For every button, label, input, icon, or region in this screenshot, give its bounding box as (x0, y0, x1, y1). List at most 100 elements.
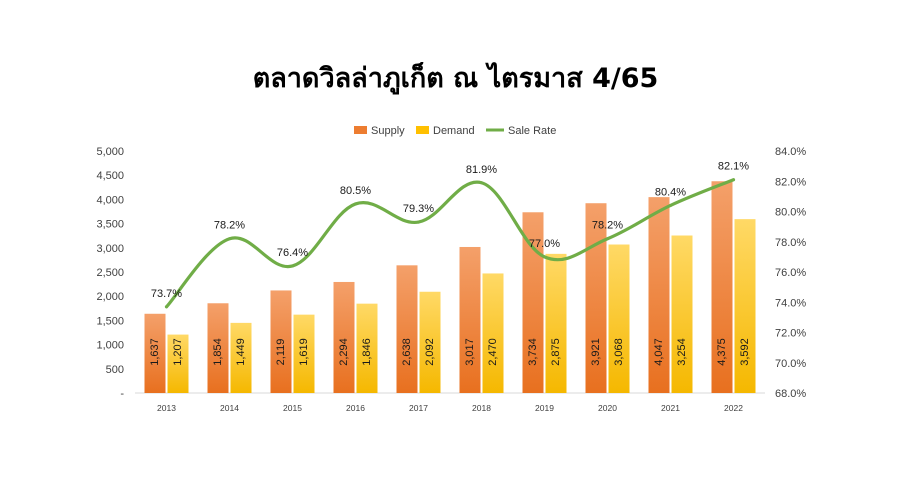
right-axis: 68.0% 70.0% 72.0% 74.0% 76.0% 78.0% 80.0% 82.0%… (775, 146, 806, 400)
y-right-tick-label: 80.0% (775, 207, 806, 219)
y-right-tick-label: 76.0% (775, 267, 806, 279)
demand-bar (356, 303, 378, 393)
supply-bar (585, 203, 607, 393)
y-left-tick-label: 2,000 (96, 291, 124, 303)
demand-bar (419, 291, 441, 393)
supply-bar (522, 212, 544, 393)
demand-bar (230, 322, 252, 393)
sale-rate-point (543, 255, 546, 259)
supply-bar (459, 246, 481, 393)
sale-rate-point (354, 202, 357, 206)
y-right-tick-label: 72.0% (775, 328, 806, 340)
sale-rate-value-label: 81.9% (466, 164, 497, 176)
x-tick-label: 2013 (157, 403, 176, 413)
supply-value-label: 1,854 (212, 338, 224, 366)
supply-value-label: 1,637 (149, 338, 161, 366)
sale-rate-value-label: 80.4% (655, 186, 686, 198)
x-axis: 2013 2014 2015 2016 2017 2018 2019 2020 2021 2022 (135, 392, 765, 413)
demand-bar (482, 273, 504, 393)
supply-value-label: 3,921 (590, 338, 602, 366)
bars-group: 1,637 1,207 1,854 1,449 2,119 1,619 2,294 1,846… (144, 181, 756, 393)
demand-value-label: 2,092 (424, 338, 436, 366)
supply-value-label: 2,119 (275, 339, 287, 366)
sale-rate-point (669, 203, 672, 207)
supply-value-label: 2,294 (338, 338, 350, 366)
demand-bar (671, 235, 693, 393)
sale-rate-point (291, 264, 294, 268)
y-right-tick-label: 84.0% (775, 146, 806, 158)
sale-rate-value-label: 78.2% (592, 220, 623, 232)
y-left-tick-label: 4,500 (96, 170, 124, 182)
sale-rate-value-label: 78.2% (214, 220, 245, 232)
y-left-tick-label: 1,500 (96, 315, 124, 327)
supply-value-label: 3,017 (464, 338, 476, 366)
x-tick-label: 2019 (535, 403, 554, 413)
sale-rate-point (480, 181, 483, 185)
y-left-tick-label: 500 (106, 364, 124, 376)
supply-value-label: 4,047 (653, 338, 665, 366)
x-tick-label: 2016 (346, 403, 365, 413)
supply-value-label: 4,375 (716, 338, 728, 366)
y-right-tick-label: 74.0% (775, 297, 806, 309)
x-tick-label: 2021 (661, 403, 680, 413)
sale-rate-point (228, 237, 231, 241)
demand-value-label: 3,592 (739, 338, 751, 366)
supply-bar (711, 181, 733, 393)
sale-rate-value-label: 80.5% (340, 185, 371, 197)
y-right-tick-label: 68.0% (775, 388, 806, 400)
sale-rate-point (165, 305, 168, 309)
demand-value-label: 1,449 (235, 338, 247, 366)
y-left-tick-label: 5,000 (96, 146, 124, 158)
supply-bar (207, 303, 229, 393)
x-tick-label: 2022 (724, 403, 743, 413)
x-tick-label: 2018 (472, 403, 491, 413)
y-left-tick-label: - (120, 388, 124, 400)
chart-title: ตลาดวิลล่าภูเก็ต ณ ไตรมาส 4/65 (252, 63, 659, 94)
demand-value-label: 1,207 (172, 338, 184, 366)
supply-value-label: 2,638 (401, 338, 413, 366)
sale-rate-value-label: 73.7% (151, 288, 182, 300)
demand-value-label: 1,846 (361, 338, 373, 366)
left-axis: - 500 1,000 1,500 2,000 2,500 3,000 3,500 4,000 4… (96, 146, 124, 400)
sale-rate-point (606, 237, 609, 241)
legend-swatch-demand (416, 126, 429, 134)
legend-label: Sale Rate (508, 125, 556, 137)
demand-bar (167, 334, 189, 393)
y-left-tick-label: 2,500 (96, 267, 124, 279)
demand-value-label: 1,619 (298, 338, 310, 366)
demand-value-label: 3,254 (676, 338, 688, 366)
demand-bar (545, 253, 567, 393)
y-right-tick-label: 82.0% (775, 176, 806, 188)
y-left-tick-label: 4,000 (96, 194, 124, 206)
legend-label: Demand (433, 125, 475, 137)
y-right-tick-label: 70.0% (775, 358, 806, 370)
x-tick-label: 2017 (409, 403, 428, 413)
supply-bar (648, 197, 670, 393)
supply-value-label: 3,734 (527, 338, 539, 366)
sale-rate-line-group: 73.7% 78.2% 76.4% 80.5% 79.3% 81.9% 77.0% 78.2%… (151, 161, 749, 309)
supply-bar (270, 290, 292, 393)
supply-bar (396, 265, 418, 393)
legend-label: Supply (371, 125, 405, 137)
demand-bar (293, 314, 315, 393)
sale-rate-value-label: 76.4% (277, 247, 308, 259)
legend-swatch-supply (354, 126, 367, 134)
y-left-tick-label: 3,000 (96, 243, 124, 255)
demand-bar (734, 219, 756, 393)
demand-value-label: 2,470 (487, 338, 499, 366)
sale-rate-point (732, 178, 735, 182)
demand-bar (608, 244, 630, 393)
y-left-tick-label: 3,500 (96, 219, 124, 231)
demand-value-label: 3,068 (613, 338, 625, 366)
sale-rate-point (417, 220, 420, 224)
x-tick-label: 2020 (598, 403, 617, 413)
supply-bar (144, 313, 166, 393)
y-left-tick-label: 1,000 (96, 340, 124, 352)
x-tick-label: 2014 (220, 403, 239, 413)
sale-rate-value-label: 77.0% (529, 238, 560, 250)
sale-rate-line (164, 178, 736, 309)
sale-rate-value-label: 82.1% (718, 161, 749, 173)
y-right-tick-label: 78.0% (775, 237, 806, 249)
